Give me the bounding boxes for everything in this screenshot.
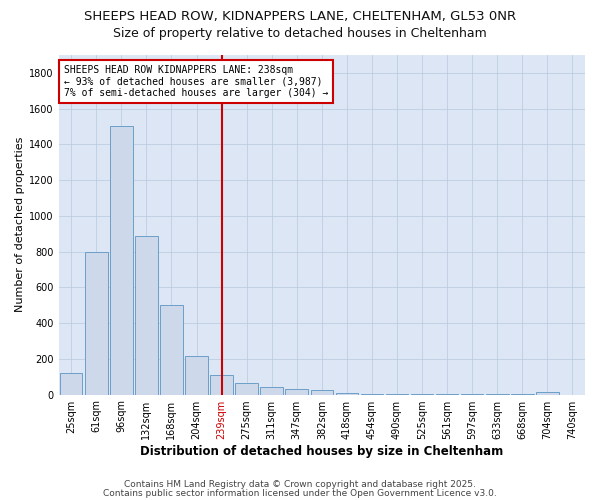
Bar — [210, 375, 233, 394]
Text: SHEEPS HEAD ROW KIDNAPPERS LANE: 238sqm
← 93% of detached houses are smaller (3,: SHEEPS HEAD ROW KIDNAPPERS LANE: 238sqm … — [64, 65, 328, 98]
Y-axis label: Number of detached properties: Number of detached properties — [15, 137, 25, 312]
Bar — [110, 126, 133, 394]
Bar — [85, 252, 107, 394]
Text: Size of property relative to detached houses in Cheltenham: Size of property relative to detached ho… — [113, 28, 487, 40]
Bar — [235, 383, 258, 394]
X-axis label: Distribution of detached houses by size in Cheltenham: Distribution of detached houses by size … — [140, 444, 503, 458]
Text: Contains HM Land Registry data © Crown copyright and database right 2025.: Contains HM Land Registry data © Crown c… — [124, 480, 476, 489]
Bar — [160, 305, 183, 394]
Bar — [536, 392, 559, 394]
Text: SHEEPS HEAD ROW, KIDNAPPERS LANE, CHELTENHAM, GL53 0NR: SHEEPS HEAD ROW, KIDNAPPERS LANE, CHELTE… — [84, 10, 516, 23]
Text: Contains public sector information licensed under the Open Government Licence v3: Contains public sector information licen… — [103, 489, 497, 498]
Bar — [311, 390, 333, 394]
Bar — [60, 373, 82, 394]
Bar — [260, 388, 283, 394]
Bar — [286, 389, 308, 394]
Bar — [135, 236, 158, 394]
Bar — [335, 393, 358, 394]
Bar — [185, 356, 208, 395]
